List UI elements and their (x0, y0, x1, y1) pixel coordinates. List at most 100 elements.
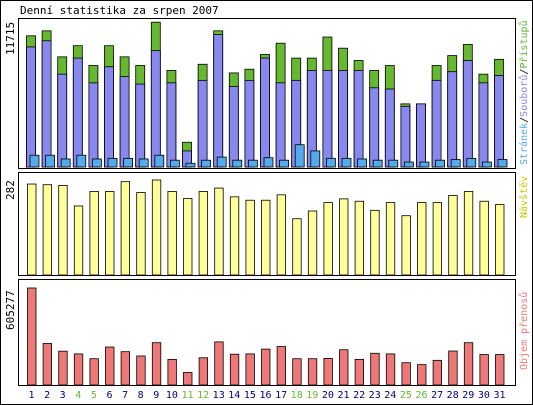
bar-visits-day-10 (167, 191, 177, 276)
x-tick-label-day-13: 13 (213, 390, 225, 401)
bar-files-day-20 (322, 70, 333, 168)
bar-visits-day-24 (385, 202, 396, 276)
bar-files-day-28 (447, 71, 458, 168)
bar-volume-day-11 (183, 372, 193, 386)
bar-volume-day-5 (89, 358, 99, 386)
bar-files-day-16 (260, 57, 270, 168)
bar-visits-day-21 (339, 198, 349, 276)
bar-files-day-9 (150, 50, 161, 168)
x-tick-label-day-26: 26 (415, 390, 427, 401)
x-tick-label-day-24: 24 (384, 390, 396, 401)
panel-visits-ymax-label: 282 (4, 180, 17, 200)
x-tick-label-day-11: 11 (181, 390, 193, 401)
bar-pages-day-29 (466, 157, 477, 168)
bar-files-day-10 (166, 82, 177, 168)
panel-volume-bars (27, 287, 505, 386)
bar-volume-day-19 (307, 358, 318, 386)
bar-volume-day-10 (167, 358, 177, 386)
bar-visits-day-30 (479, 200, 489, 276)
panel-visits-bars (27, 179, 505, 276)
bar-volume-day-30 (479, 354, 489, 386)
bar-files-day-31 (494, 75, 504, 168)
bar-visits-day-15 (245, 199, 255, 276)
bar-visits-day-3 (58, 184, 68, 276)
bar-pages-day-20 (325, 157, 336, 168)
x-tick-label-day-15: 15 (244, 390, 256, 401)
legend-separator-2: / (519, 69, 530, 75)
x-tick-label-day-4: 4 (75, 390, 81, 401)
bar-files-day-4 (72, 57, 83, 168)
x-tick-label-day-8: 8 (138, 390, 144, 401)
bar-pages-day-4 (76, 154, 87, 168)
bar-visits-day-18 (292, 218, 302, 276)
x-tick-label-day-18: 18 (291, 390, 303, 401)
x-tick-label-day-1: 1 (28, 390, 34, 401)
bar-visits-day-27 (432, 202, 443, 276)
bar-files-day-17 (275, 82, 286, 168)
bar-files-day-26 (416, 103, 426, 168)
bar-files-day-23 (369, 87, 380, 168)
chart-title: Denní statistika za srpen 2007 (20, 4, 219, 17)
bar-pages-day-7 (123, 157, 133, 168)
bar-visits-day-20 (323, 202, 333, 276)
panel-visits-legend: Návštěv (518, 176, 530, 218)
bar-visits-day-29 (463, 191, 474, 276)
bar-pages-day-6 (107, 157, 118, 168)
bar-pages-day-23 (372, 159, 383, 168)
bar-visits-day-26 (417, 202, 427, 276)
bar-visits-day-8 (136, 192, 146, 276)
x-tick-label-day-19: 19 (306, 390, 318, 401)
bar-files-day-22 (353, 70, 364, 168)
x-tick-label-day-29: 29 (462, 390, 474, 401)
panel-hits-frame (18, 18, 516, 169)
bar-pages-day-19 (310, 150, 321, 168)
bar-pages-day-22 (357, 158, 368, 168)
bar-visits-day-7 (120, 181, 130, 276)
x-tick-label-day-30: 30 (478, 390, 490, 401)
bar-pages-day-3 (60, 158, 71, 168)
bar-files-day-5 (88, 82, 99, 168)
bar-files-day-2 (41, 40, 52, 168)
bar-files-day-13 (213, 34, 224, 168)
bar-visits-day-4 (73, 205, 84, 276)
legend-separator-1: / (519, 117, 530, 123)
bar-volume-day-4 (73, 353, 84, 386)
bar-pages-day-15 (247, 159, 258, 168)
bar-pages-day-30 (481, 161, 492, 168)
bar-pages-day-1 (29, 154, 40, 168)
bar-files-day-21 (338, 70, 348, 168)
x-tick-label-day-6: 6 (106, 390, 112, 401)
panel-hits-legend: Stránek/Souborů/Přístupů (518, 20, 530, 165)
bar-pages-day-10 (169, 159, 180, 168)
bar-pages-day-8 (138, 158, 149, 168)
bar-files-day-7 (119, 76, 130, 168)
bar-volume-day-3 (58, 350, 68, 386)
x-tick-label-day-20: 20 (322, 390, 334, 401)
bar-pages-day-25 (403, 161, 414, 168)
bar-visits-day-2 (42, 184, 52, 276)
bar-volume-day-29 (463, 342, 474, 386)
bar-volume-day-23 (370, 352, 380, 386)
bar-pages-day-16 (263, 157, 274, 168)
bar-volume-day-20 (323, 357, 333, 386)
bar-visits-day-17 (276, 194, 287, 276)
bar-pages-day-31 (497, 159, 508, 168)
bar-volume-day-18 (292, 358, 302, 386)
bar-volume-day-22 (354, 358, 365, 386)
bar-visits-day-9 (151, 179, 162, 276)
legend-files: Souborů (518, 75, 530, 117)
x-tick-label-day-9: 9 (153, 390, 159, 401)
x-tick-label-day-7: 7 (122, 390, 128, 401)
bar-pages-day-26 (419, 161, 430, 168)
bar-volume-day-27 (432, 359, 443, 386)
legend-pages: Stránek (518, 123, 530, 165)
bar-pages-day-2 (45, 154, 55, 168)
bar-visits-day-19 (307, 210, 318, 276)
bar-volume-day-21 (339, 349, 349, 386)
x-tick-label-day-25: 25 (400, 390, 412, 401)
x-tick-label-day-28: 28 (447, 390, 459, 401)
bar-volume-day-1 (27, 287, 37, 386)
bar-pages-day-5 (92, 158, 102, 168)
panel-volume-ymax-label: 605277 (4, 290, 17, 330)
